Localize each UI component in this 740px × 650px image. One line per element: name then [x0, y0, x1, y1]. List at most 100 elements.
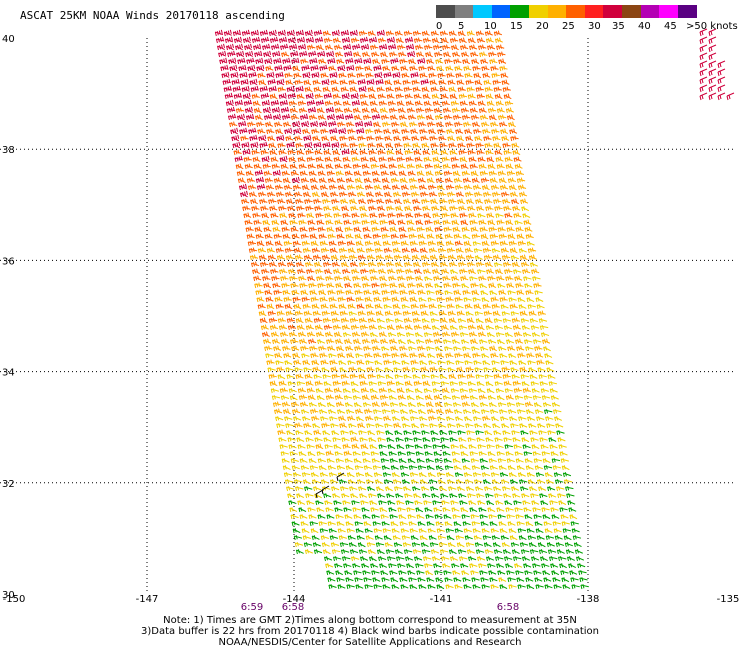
wind-barb: [404, 149, 413, 156]
wind-barb: [497, 402, 507, 408]
wind-barb: [417, 577, 426, 583]
wind-barb: [445, 408, 454, 415]
wind-barb: [485, 325, 494, 331]
wind-barb: [369, 556, 377, 562]
wind-barb: [514, 451, 523, 457]
wind-barb: [340, 142, 349, 149]
wind-barb: [299, 401, 309, 408]
wind-barb: [361, 563, 370, 569]
wind-barb: [500, 304, 509, 310]
wind-barb: [395, 93, 405, 100]
wind-barb: [321, 78, 330, 86]
wind-barb: [452, 339, 461, 345]
wind-barb: [237, 57, 246, 65]
wind-barb: [399, 177, 408, 184]
wind-barb: [289, 163, 298, 170]
wind-barb: [241, 29, 251, 37]
wind-barb: [310, 352, 319, 359]
wind-barb: [484, 30, 493, 37]
wind-barb: [352, 451, 361, 457]
wind-barb: [388, 163, 397, 170]
wind-barb: [331, 317, 341, 324]
wind-barb: [502, 430, 511, 436]
legend-color-swatch: [603, 5, 623, 18]
wind-barb: [492, 310, 501, 317]
wind-barb: [468, 100, 477, 107]
wind-barb: [493, 30, 502, 37]
wind-barb: [230, 127, 239, 135]
wind-barb: [541, 563, 550, 569]
wind-barb: [444, 58, 453, 65]
wind-barb: [472, 65, 481, 72]
wind-barb: [427, 353, 436, 359]
wind-barb: [386, 93, 395, 100]
wind-barb: [271, 106, 280, 114]
wind-barb: [318, 465, 327, 471]
wind-barb: [282, 233, 291, 240]
wind-barb: [425, 226, 434, 233]
wind-barb: [433, 507, 442, 513]
wind-barb: [699, 76, 708, 85]
wind-barb: [298, 275, 307, 282]
wind-barb: [453, 233, 462, 240]
wind-barb: [276, 191, 285, 198]
wind-barb: [309, 465, 319, 471]
wind-barb: [373, 121, 381, 128]
wind-barb: [320, 303, 329, 310]
wind-barb: [453, 177, 463, 184]
wind-barb: [356, 247, 365, 254]
wind-barb: [340, 486, 349, 492]
wind-barb: [336, 233, 345, 240]
wind-barb: [441, 268, 450, 275]
wind-barb: [306, 156, 315, 163]
wind-barb: [550, 563, 559, 569]
wind-barb: [380, 401, 390, 408]
wind-barb: [462, 521, 471, 527]
wind-barb: [386, 149, 395, 156]
wind-barb: [307, 507, 316, 513]
wind-barb: [290, 401, 300, 408]
lon-tick-label: -147: [136, 594, 159, 605]
wind-barb: [458, 149, 467, 156]
wind-barb: [500, 479, 510, 485]
wind-barb: [289, 507, 298, 513]
wind-barb: [431, 437, 440, 443]
wind-barb: [232, 29, 242, 37]
wind-barb: [518, 416, 527, 422]
wind-barb: [448, 317, 457, 324]
wind-barb: [495, 444, 504, 450]
wind-barb: [462, 177, 472, 184]
wind-barb: [402, 135, 411, 142]
wind-barb: [378, 387, 388, 394]
wind-barb: [471, 465, 481, 471]
wind-barb: [359, 36, 369, 44]
wind-barb: [364, 472, 373, 478]
wind-barb: [436, 65, 445, 72]
wind-barb: [438, 135, 447, 142]
wind-barb: [468, 212, 477, 219]
wind-barb: [247, 121, 256, 128]
wind-barb: [486, 100, 495, 107]
wind-barb: [261, 331, 270, 338]
wind-barb: [542, 458, 551, 464]
wind-barb: [259, 317, 268, 324]
wind-barb: [717, 76, 726, 85]
wind-barb: [440, 437, 449, 443]
wind-barb: [296, 205, 305, 212]
wind-barb: [571, 584, 580, 590]
wind-barb: [442, 163, 451, 170]
wind-barb: [294, 254, 304, 261]
wind-barb: [477, 556, 486, 562]
wind-barb: [410, 359, 419, 366]
wind-barb: [412, 198, 421, 205]
wind-barb: [406, 563, 414, 569]
wind-barb: [532, 507, 541, 513]
wind-barb: [317, 226, 326, 233]
wind-barb: [291, 57, 300, 65]
wind-barb: [471, 177, 480, 184]
wind-barb: [445, 184, 455, 191]
wind-barb: [407, 514, 416, 520]
wind-barb: [251, 149, 260, 156]
wind-barb: [430, 549, 440, 555]
wind-barb: [542, 402, 552, 408]
